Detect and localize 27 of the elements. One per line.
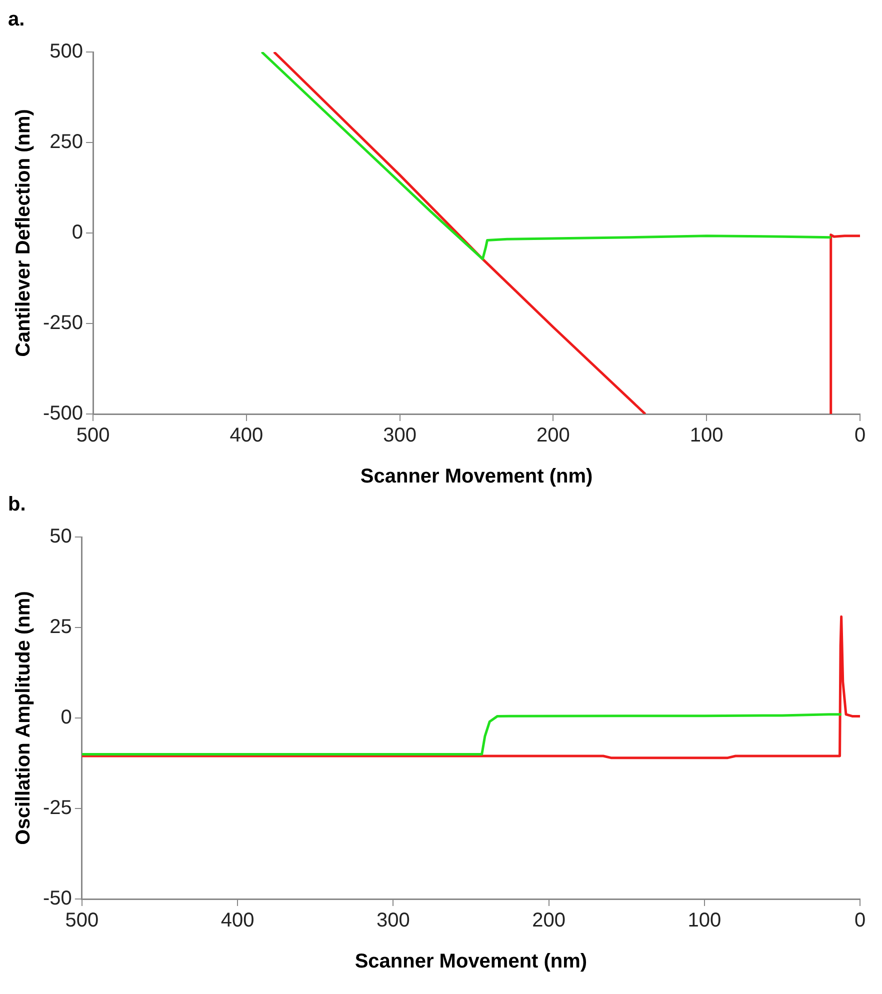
y-tick-label: 500 [50, 40, 84, 63]
y-axis-title: Cantilever Deflection (nm) [12, 109, 35, 357]
chart-title: a. [8, 8, 25, 31]
x-tick-label: 500 [76, 424, 110, 447]
x-tick-label: 400 [230, 424, 264, 447]
x-tick-label: 0 [854, 910, 866, 932]
y-axis-title: Oscillation Amplitude (nm) [12, 591, 35, 845]
x-tick-label: 200 [532, 910, 566, 932]
x-tick-label: 200 [536, 424, 570, 447]
x-tick-label: 100 [690, 424, 724, 447]
y-tick-label: 0 [72, 222, 84, 244]
y-tick-label: 25 [50, 616, 72, 638]
y-tick-label: -500 [43, 402, 84, 425]
x-axis-title: Scanner Movement (nm) [354, 950, 588, 973]
x-axis-title: Scanner Movement (nm) [360, 466, 593, 488]
chart-title: b. [8, 494, 26, 516]
x-tick-label: 400 [220, 910, 254, 932]
x-tick-label: 300 [376, 910, 410, 932]
x-tick-label: 300 [383, 424, 417, 447]
y-tick-label: 250 [50, 131, 84, 154]
y-tick-label: -250 [43, 312, 84, 334]
x-tick-label: 100 [688, 910, 722, 932]
y-tick-label: 50 [50, 526, 72, 548]
x-tick-label: 0 [854, 424, 866, 447]
y-tick-label: 0 [60, 706, 72, 729]
y-tick-label: -50 [43, 888, 72, 910]
y-tick-label: -25 [43, 797, 72, 820]
